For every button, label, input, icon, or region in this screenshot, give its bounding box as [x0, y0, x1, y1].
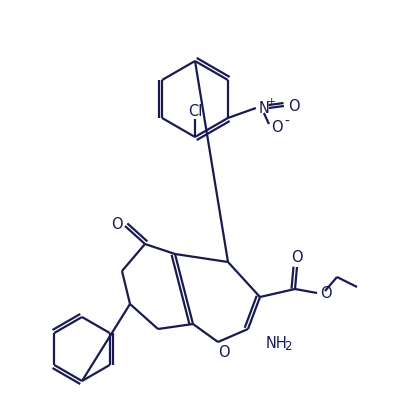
Text: Cl: Cl [188, 104, 202, 119]
Text: O: O [288, 99, 300, 114]
Text: +: + [267, 97, 276, 107]
Text: N: N [258, 101, 269, 116]
Text: O: O [291, 250, 303, 265]
Text: O: O [320, 286, 332, 301]
Text: NH: NH [266, 336, 288, 351]
Text: O: O [111, 217, 123, 232]
Text: O: O [271, 120, 283, 135]
Text: O: O [218, 345, 230, 360]
Text: 2: 2 [284, 339, 292, 353]
Text: -: - [284, 115, 290, 129]
